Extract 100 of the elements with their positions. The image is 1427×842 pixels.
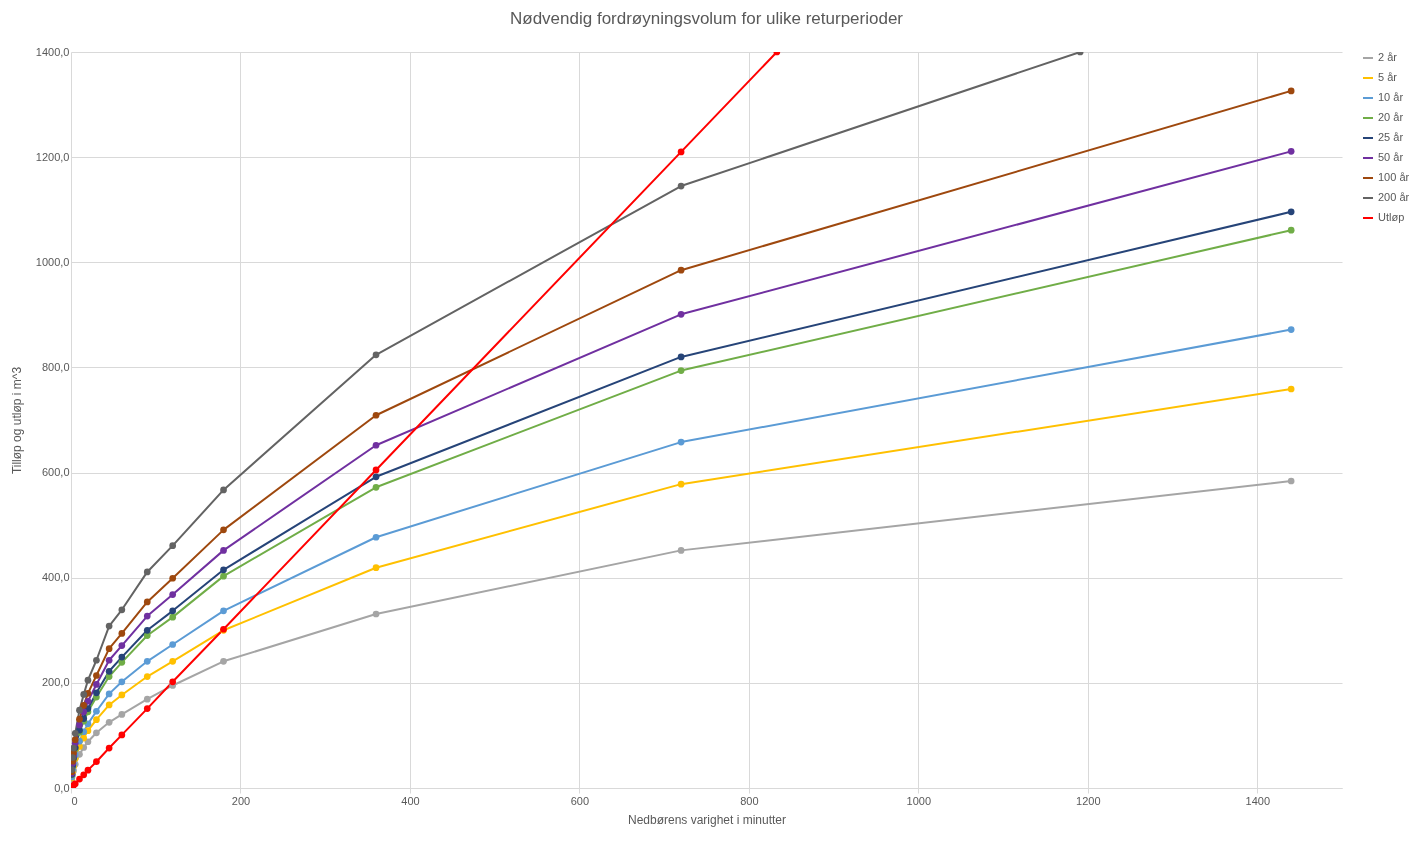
point [1287, 385, 1295, 393]
point [118, 642, 126, 649]
point [169, 574, 177, 582]
point [118, 731, 126, 739]
point [143, 598, 151, 606]
point [677, 148, 685, 156]
point [105, 718, 113, 726]
legend-label: 25 år [1378, 131, 1404, 143]
x-tick-label: 800 [740, 794, 759, 807]
point [220, 547, 227, 554]
point [143, 705, 151, 712]
point [677, 438, 685, 446]
point [105, 645, 113, 653]
point [372, 473, 380, 481]
legend-label: 20 år [1378, 111, 1404, 123]
y-tick-label: 0,0 [54, 781, 70, 794]
y-tick-label: 1200,0 [35, 150, 70, 163]
point [220, 572, 227, 580]
point [677, 182, 685, 190]
point [84, 676, 92, 684]
x-tick-label: 1200 [1076, 794, 1101, 807]
legend-label: 100 år [1378, 171, 1410, 183]
point [372, 610, 380, 618]
point [372, 533, 380, 541]
point [372, 351, 380, 359]
point [372, 411, 380, 419]
point [169, 591, 177, 598]
point [220, 566, 227, 574]
point [76, 715, 83, 723]
point [118, 659, 126, 666]
x-tick-label: 400 [401, 794, 420, 807]
point [372, 441, 380, 449]
point [169, 641, 177, 648]
point [372, 483, 380, 491]
x-tick-label: 1400 [1245, 794, 1271, 807]
point [220, 526, 227, 534]
point [1287, 148, 1295, 155]
point [220, 486, 227, 494]
point [93, 656, 100, 664]
point [1287, 477, 1295, 485]
point [143, 612, 151, 620]
point [1287, 208, 1295, 216]
legend-label: Utløp [1378, 211, 1405, 223]
legend-label: 5 år [1378, 71, 1398, 83]
point [105, 622, 113, 630]
chart-title: Nødvendig fordrøyningsvolum for ulike returperioder [509, 9, 904, 28]
point [1287, 226, 1295, 234]
point [118, 691, 126, 699]
point [143, 657, 151, 665]
point [105, 690, 113, 698]
point [169, 542, 177, 549]
y-tick-label: 800,0 [41, 360, 70, 373]
y-tick-label: 1400,0 [35, 45, 70, 58]
point [169, 613, 177, 621]
y-tick-label: 600,0 [41, 466, 70, 479]
legend-label: 10 år [1378, 91, 1404, 103]
y-axis-title: Tilløp og utløp i m^3 [9, 366, 24, 475]
point [1287, 326, 1295, 333]
point [80, 691, 88, 698]
point [93, 707, 100, 715]
y-tick-label: 200,0 [41, 676, 70, 689]
point [143, 673, 151, 680]
point [93, 716, 100, 723]
point [93, 672, 100, 679]
x-tick-label: 200 [231, 794, 251, 807]
point [143, 568, 151, 576]
point [71, 736, 79, 743]
point [372, 564, 380, 572]
x-tick-label: 600 [570, 794, 590, 807]
point [76, 706, 83, 714]
point [118, 711, 126, 718]
x-tick-label: 1000 [906, 794, 932, 807]
x-axis-title: Nedbørens varighet i minutter [627, 812, 787, 827]
x-tick-label: 0 [71, 794, 78, 807]
point [372, 466, 380, 474]
point [169, 678, 177, 686]
y-tick-label: 1000,0 [35, 255, 70, 268]
point [118, 606, 126, 614]
point [220, 657, 227, 665]
point [105, 667, 113, 675]
legend-label: 2 år [1378, 51, 1398, 63]
point [105, 656, 113, 664]
point [71, 729, 79, 737]
point [93, 729, 100, 737]
point [80, 702, 88, 709]
point [84, 766, 92, 774]
point [677, 266, 685, 274]
point [118, 678, 126, 686]
point [76, 721, 83, 729]
point [677, 310, 685, 318]
point [220, 607, 227, 615]
point [76, 775, 83, 783]
point [80, 771, 88, 779]
point [118, 653, 126, 661]
point [118, 630, 126, 637]
y-tick-label: 400,0 [41, 571, 70, 584]
point [1287, 87, 1295, 95]
point [677, 367, 685, 374]
point [93, 758, 100, 766]
point [93, 681, 100, 688]
